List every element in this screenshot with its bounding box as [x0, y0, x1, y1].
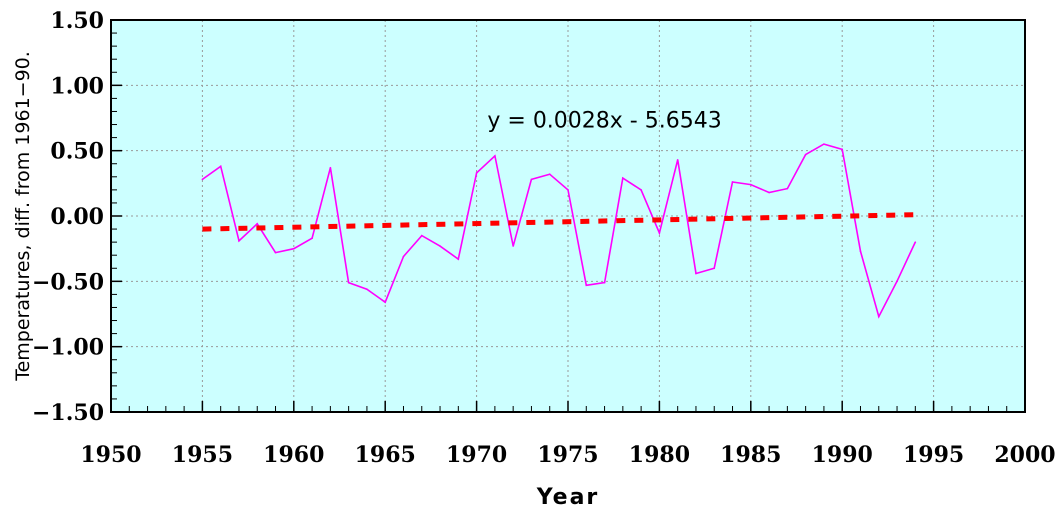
data-point: [366, 288, 368, 290]
data-point: [256, 223, 259, 225]
data-point: [238, 240, 240, 242]
data-point: [347, 281, 350, 284]
data-point: [219, 165, 222, 168]
data-point: [823, 143, 825, 145]
y-tick-label: 1.50: [50, 8, 104, 34]
x-tick-label: 1995: [903, 442, 964, 468]
x-tick-label: 1990: [812, 442, 873, 468]
data-point: [293, 247, 295, 250]
x-tick-label: 1955: [172, 442, 233, 468]
annotations: y = 0.0028x - 5.6543: [487, 108, 721, 133]
x-tick-label: 1950: [80, 442, 141, 468]
x-tick-label: 1960: [263, 442, 324, 468]
series-layer: [201, 143, 917, 319]
x-tick-label: 1985: [720, 442, 781, 468]
x-tick-label: 1965: [355, 442, 416, 468]
data-point: [750, 183, 752, 186]
data-point: [676, 159, 679, 161]
data-point: [402, 255, 405, 258]
data-point: [859, 250, 862, 253]
data-point: [548, 173, 551, 175]
data-point: [567, 189, 569, 191]
data-point: [311, 237, 313, 240]
x-axis-title: Year: [536, 485, 600, 508]
tick-labels: 1950 1955 1960 1965 1970 1975 1980 1985 1990 1995…: [32, 8, 1056, 468]
axis-ticks: [110, 19, 1026, 413]
data-point: [658, 232, 661, 234]
data-point: [274, 251, 277, 254]
data-point: [585, 284, 588, 287]
data-point: [640, 189, 642, 191]
data-point: [695, 272, 697, 275]
data-point: [475, 172, 478, 174]
data-point: [494, 155, 496, 157]
data-point: [530, 178, 533, 181]
data-point: [731, 181, 734, 183]
data-point: [896, 280, 898, 283]
y-tick-label: −1.50: [32, 400, 104, 426]
data-point: [841, 148, 843, 151]
data-point: [877, 315, 880, 318]
trend-line: [202, 212, 916, 232]
x-tick-label: 2000: [994, 442, 1055, 468]
y-tick-label: 0.00: [50, 204, 104, 230]
x-tick-label: 1975: [537, 442, 598, 468]
data-point: [786, 187, 789, 190]
trendline-equation: y = 0.0028x - 5.6543: [487, 108, 721, 133]
y-tick-label: −1.00: [32, 335, 104, 361]
data-point: [512, 245, 514, 247]
data-point: [914, 241, 917, 243]
data-point: [457, 258, 460, 260]
data-point: [622, 177, 624, 179]
temperature-series-line: [201, 143, 917, 319]
data-point: [201, 178, 204, 181]
data-point: [804, 153, 807, 156]
data-point: [439, 245, 441, 247]
y-tick-label: 1.00: [50, 73, 104, 99]
x-tick-label: 1980: [629, 442, 690, 468]
data-point: [713, 267, 716, 270]
data-point: [420, 234, 423, 237]
x-tick-label: 1970: [446, 442, 507, 468]
y-tick-label: −0.50: [32, 269, 104, 295]
y-axis-title: Temperatures, diff. from 1961−90.: [12, 51, 34, 382]
data-point: [768, 191, 770, 194]
y-tick-label: 0.50: [50, 139, 104, 165]
data-point: [329, 166, 332, 169]
data-point: [603, 281, 606, 284]
data-point: [384, 301, 387, 304]
